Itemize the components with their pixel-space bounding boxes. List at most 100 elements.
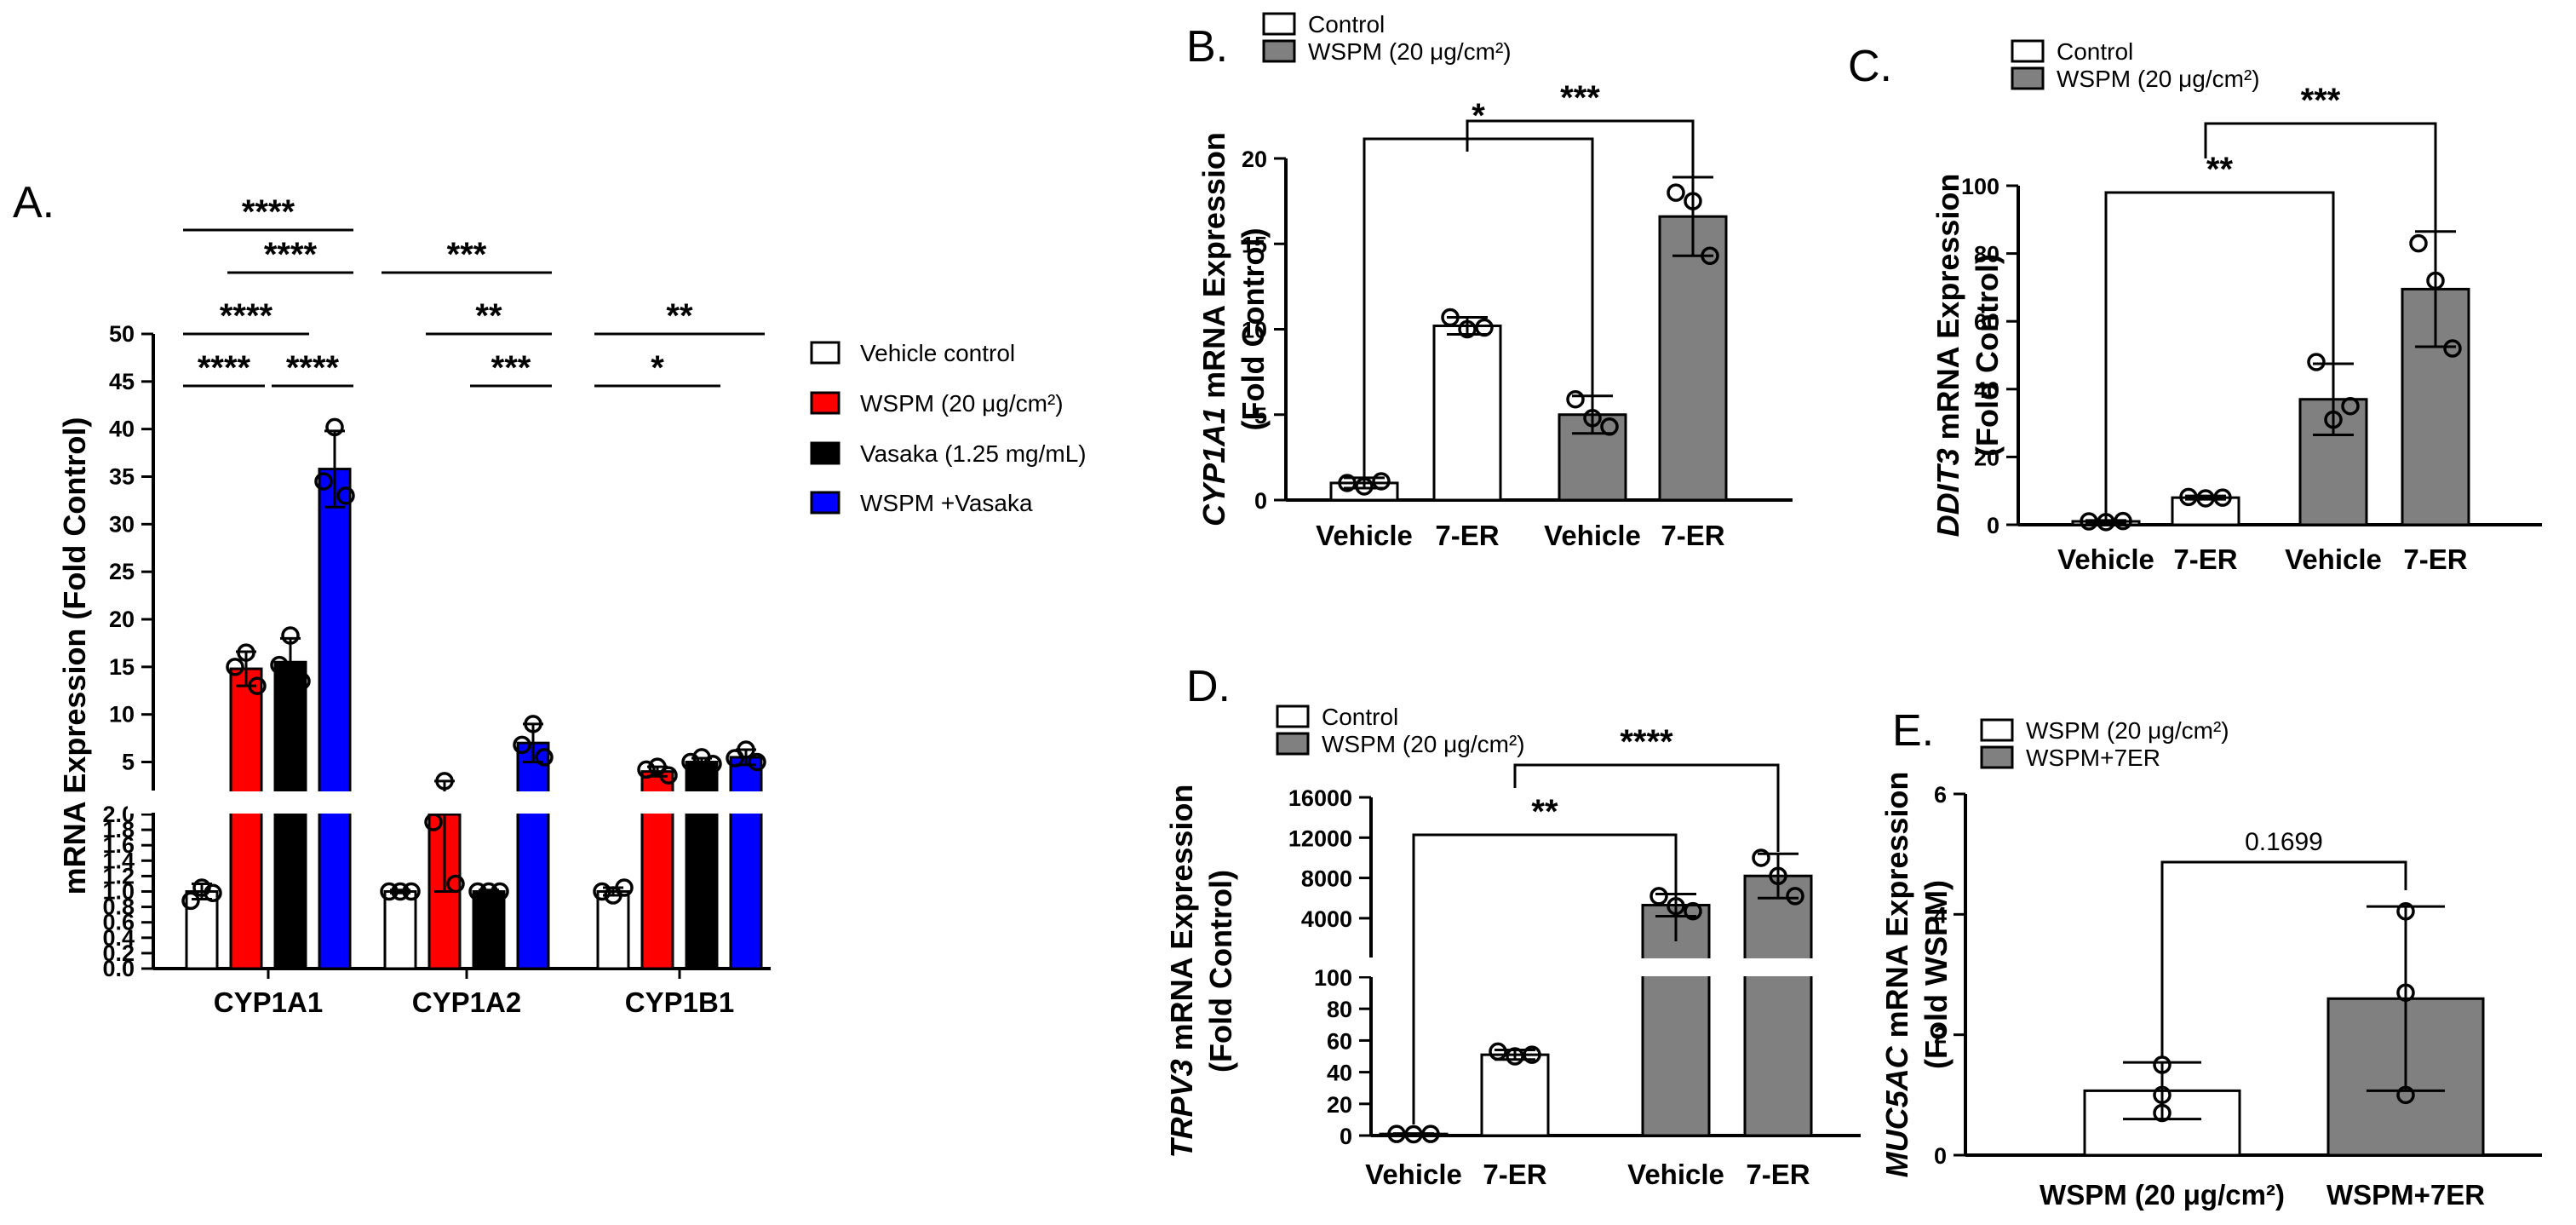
panel-a-significance-label: **** bbox=[242, 193, 295, 231]
panel-a-lower-tick-label: 1.2 bbox=[102, 863, 135, 889]
panel-a-lower-tick-label: 1.8 bbox=[102, 817, 135, 843]
panel-e-category-label: WSPM (20 μg/cm²) bbox=[2040, 1179, 2285, 1211]
panel-b-legend-swatch bbox=[1262, 12, 1296, 36]
panel-c-y-axis-gene: DDIT3 bbox=[1931, 448, 1965, 537]
panel-a-point bbox=[237, 643, 255, 662]
panel-c-legend-swatch bbox=[2011, 66, 2045, 90]
panel-c-tick-label: 40 bbox=[1974, 377, 1999, 403]
panel-b-y-axis-label-2: (Fold Control) bbox=[1236, 228, 1271, 431]
panel-a-lower-tick-label: 0.0 bbox=[102, 956, 135, 981]
panel-d-significance-bracket bbox=[1412, 833, 1678, 1124]
panel-a-axis-break-gap bbox=[128, 791, 775, 814]
panel-c-point bbox=[2196, 489, 2215, 508]
panel-a-significance-label: *** bbox=[447, 236, 487, 273]
panel-b-legend-label: Control bbox=[1308, 11, 1385, 37]
panel-c-tick-label: 100 bbox=[1961, 174, 1999, 199]
panel-d-upper-tick-label: 8000 bbox=[1301, 866, 1352, 892]
panel-a-legend-label: Vehicle control bbox=[860, 340, 1015, 366]
panel-c-significance-bracket bbox=[2204, 122, 2437, 277]
panel-b-bar bbox=[1432, 324, 1502, 502]
panel-b-point bbox=[1475, 318, 1494, 337]
panel-b-tick-label: 0 bbox=[1254, 488, 1267, 514]
panel-a-point bbox=[325, 417, 344, 437]
panel-c-point bbox=[2179, 487, 2198, 507]
panel-a-lower-tick-label: 1.4 bbox=[102, 848, 135, 873]
panel-d-point bbox=[1684, 901, 1702, 921]
panel-d-category-label: Vehicle bbox=[1365, 1159, 1462, 1190]
panel-a-point bbox=[468, 882, 487, 901]
panel-a-point bbox=[593, 882, 611, 901]
panel-e-significance-label: 0.1699 bbox=[2245, 828, 2323, 856]
panel-a-lower-tick-label: 0.4 bbox=[102, 925, 135, 951]
panel-c-y-axis-text: mRNA Expression bbox=[1931, 174, 1965, 449]
panel-e-y-axis-label: MUC5AC mRNA Expression bbox=[1879, 772, 1914, 1178]
panel-c-tick-label: 80 bbox=[1974, 242, 1999, 267]
panel-a-bar bbox=[472, 890, 506, 970]
panel-c-significance-label: *** bbox=[2301, 82, 2341, 119]
panel-a-upper-tick-label: 40 bbox=[109, 417, 135, 442]
panel-a-bar bbox=[229, 667, 263, 970]
panel-a-point bbox=[248, 676, 267, 695]
panel-c-legend-swatch bbox=[2011, 39, 2045, 63]
panel-d-lower-tick-label: 100 bbox=[1314, 965, 1352, 991]
panel-e-y-axis-label-2: (Fold WSPM) bbox=[1919, 880, 1954, 1069]
panel-b-legend-label: WSPM (20 μg/cm²) bbox=[1308, 38, 1512, 65]
panel-c-y-axis-label: DDIT3 mRNA Expression bbox=[1931, 174, 1965, 538]
panel-d-point bbox=[1752, 848, 1770, 867]
panel-b-point bbox=[1566, 389, 1585, 409]
panel-a-point bbox=[226, 658, 244, 676]
panel-a-point bbox=[637, 760, 656, 779]
panel-b-significance-bracket bbox=[1363, 137, 1594, 479]
panel-d-point bbox=[1489, 1042, 1507, 1061]
panel-a-point bbox=[681, 752, 700, 772]
panel-a-category-label: CYP1B1 bbox=[625, 986, 734, 1018]
panel-e-point bbox=[2153, 1085, 2172, 1105]
panel-b-point bbox=[1372, 472, 1391, 491]
panel-e-legend-swatch bbox=[1980, 745, 2014, 769]
panel-c-point bbox=[2341, 396, 2360, 416]
panel-a-lower-tick-label: 0.8 bbox=[102, 894, 135, 920]
panel-d-lower-tick-label: 80 bbox=[1327, 997, 1352, 1022]
panel-d-bar bbox=[1480, 1053, 1550, 1137]
panel-d-lower-tick-label: 60 bbox=[1327, 1028, 1352, 1054]
panel-d-legend-label: WSPM (20 μg/cm²) bbox=[1322, 731, 1525, 757]
panel-a-point bbox=[281, 626, 300, 645]
panel-e-significance-bracket bbox=[2160, 860, 2407, 1058]
panel-c-point bbox=[2080, 512, 2098, 531]
panel-b-tick-label: 10 bbox=[1242, 318, 1267, 343]
panel-b-point bbox=[1458, 319, 1477, 339]
panel-b-tick-label: 15 bbox=[1242, 232, 1267, 257]
panel-b-point bbox=[1701, 246, 1719, 266]
panel-b-label: B. bbox=[1186, 22, 1228, 72]
panel-a-legend-swatch bbox=[810, 491, 840, 515]
panel-b-significance-label: *** bbox=[1560, 79, 1600, 117]
panel-d-category-label: 7-ER bbox=[1746, 1159, 1810, 1190]
panel-a-point bbox=[659, 766, 678, 785]
panel-a-upper-tick-label: 10 bbox=[109, 702, 135, 728]
panel-a-point bbox=[402, 882, 421, 901]
panel-d-legend-label: Control bbox=[1322, 704, 1398, 730]
panel-a-point bbox=[292, 671, 311, 691]
panel-a-y-axis-label: mRNA Expression (Fold Control) bbox=[57, 417, 92, 895]
panel-a-legend-swatch bbox=[810, 341, 840, 365]
panel-a-point bbox=[181, 891, 200, 911]
panel-d-point bbox=[1769, 866, 1787, 885]
panel-a-point bbox=[524, 715, 542, 733]
panel-e-point bbox=[2396, 1085, 2415, 1105]
panel-a-legend-label: WSPM (20 μg/cm²) bbox=[860, 390, 1064, 417]
panel-a-point bbox=[479, 882, 498, 901]
panel-a-legend-swatch bbox=[810, 441, 840, 465]
panel-a-bar bbox=[516, 741, 550, 970]
panel-b-tick-label: 5 bbox=[1254, 403, 1267, 428]
panel-c-point bbox=[2114, 511, 2132, 531]
panel-a-point bbox=[380, 882, 399, 901]
panel-c-significance-bracket bbox=[2104, 191, 2335, 521]
panel-a-point bbox=[748, 752, 766, 772]
panel-c-category-label: 7-ER bbox=[2173, 543, 2237, 575]
panel-b-point bbox=[1338, 474, 1357, 492]
panel-e-tick-label: 0 bbox=[1934, 1143, 1947, 1169]
panel-d-y-axis-text: mRNA Expression bbox=[1164, 785, 1199, 1060]
panel-a-point bbox=[737, 740, 755, 759]
panel-a-bar bbox=[729, 756, 763, 970]
